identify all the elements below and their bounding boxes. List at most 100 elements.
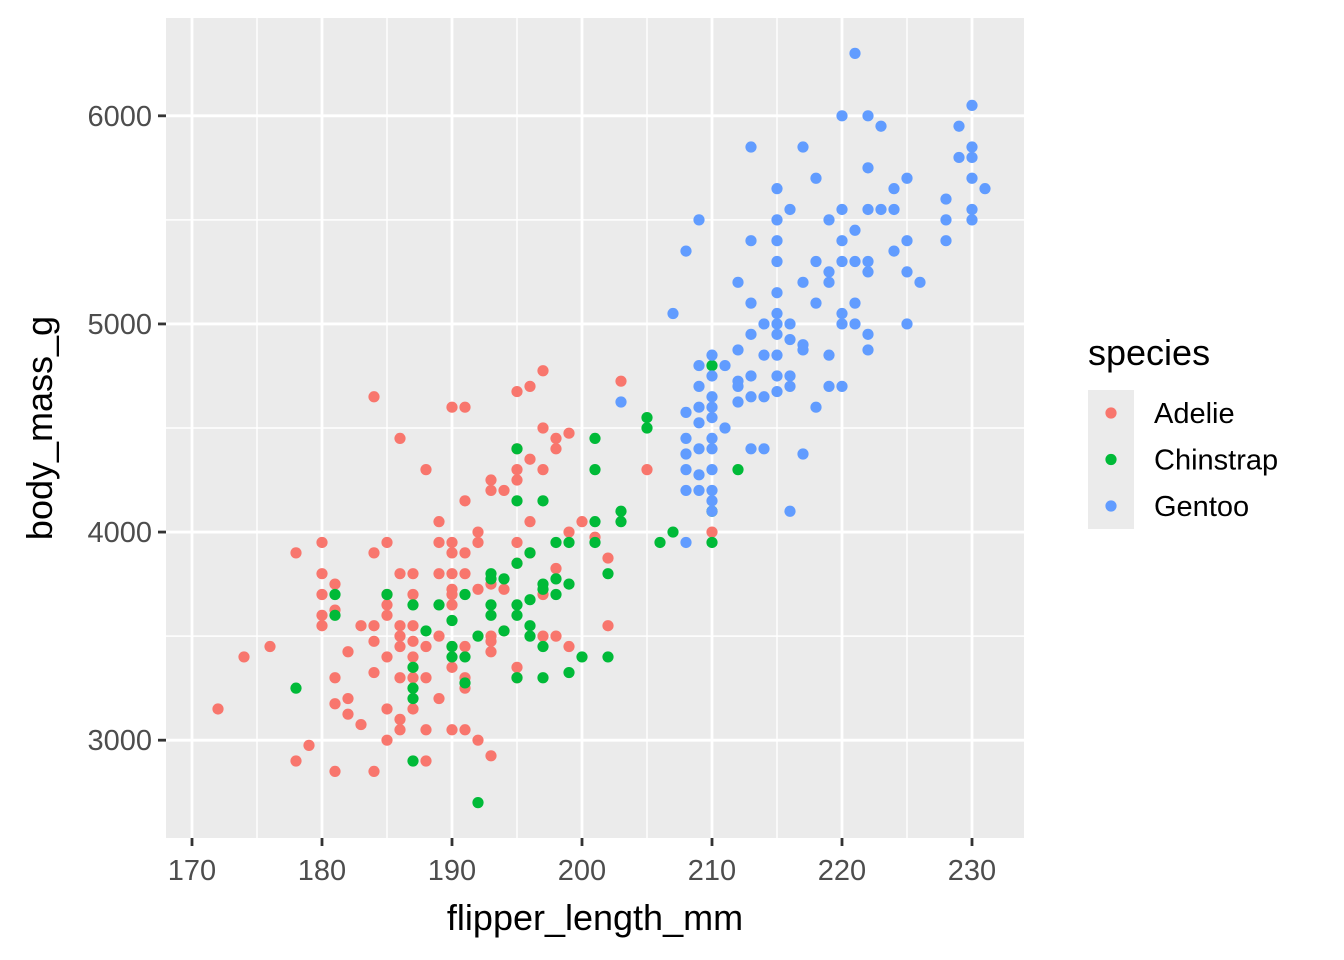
data-point-chinstrap [732, 464, 744, 476]
data-point-adelie [459, 495, 471, 507]
data-point-adelie [407, 568, 419, 580]
data-point-gentoo [745, 141, 757, 153]
legend-key-adelie [1105, 407, 1117, 419]
data-point-chinstrap [407, 755, 419, 767]
data-point-adelie [368, 765, 380, 778]
data-point-adelie [459, 401, 471, 413]
data-point-adelie [394, 620, 406, 632]
data-point-gentoo [693, 214, 705, 226]
data-point-adelie [342, 692, 354, 705]
data-point-chinstrap [589, 536, 601, 549]
data-point-adelie [576, 516, 588, 528]
data-point-adelie [394, 724, 406, 736]
x-tick-label: 230 [948, 855, 996, 887]
data-point-gentoo [745, 235, 757, 247]
data-point-adelie [498, 583, 510, 595]
data-point-chinstrap [563, 536, 575, 549]
legend-label-adelie: Adelie [1154, 398, 1235, 430]
data-point-adelie [407, 588, 419, 601]
data-point-gentoo [966, 141, 978, 153]
data-point-adelie [342, 708, 354, 720]
data-point-adelie [433, 536, 445, 549]
data-point-adelie [446, 401, 458, 413]
data-point-gentoo [940, 214, 952, 226]
data-point-adelie [264, 640, 276, 653]
data-point-adelie [433, 630, 445, 642]
data-point-adelie [433, 516, 445, 528]
data-point-gentoo [823, 214, 835, 226]
data-point-gentoo [745, 443, 757, 455]
data-point-adelie [511, 661, 523, 673]
data-point-adelie [407, 651, 419, 663]
data-point-adelie [303, 739, 315, 751]
data-point-gentoo [784, 318, 796, 330]
data-point-adelie [329, 765, 341, 778]
legend-key-chinstrap [1105, 453, 1117, 466]
data-point-chinstrap [446, 614, 458, 627]
data-point-adelie [394, 713, 406, 725]
data-point-chinstrap [589, 464, 601, 476]
data-point-gentoo [693, 401, 705, 413]
data-point-gentoo [693, 443, 705, 455]
data-point-chinstrap [381, 588, 393, 601]
data-point-gentoo [680, 245, 692, 257]
data-point-chinstrap [329, 609, 341, 621]
data-point-gentoo [836, 380, 848, 392]
data-point-adelie [524, 380, 536, 392]
data-point-gentoo [797, 448, 809, 460]
data-point-adelie [238, 651, 250, 663]
data-point-chinstrap [550, 536, 562, 549]
data-point-gentoo [784, 380, 796, 392]
data-point-gentoo [888, 203, 900, 216]
x-tick-label: 210 [688, 855, 736, 887]
data-point-gentoo [771, 183, 783, 195]
x-tick-label: 180 [298, 855, 346, 887]
data-point-gentoo [862, 203, 874, 216]
data-point-gentoo [706, 443, 718, 455]
data-point-gentoo [680, 406, 692, 418]
data-point-adelie [420, 755, 432, 767]
data-point-adelie [511, 474, 523, 486]
data-point-adelie [342, 646, 354, 658]
data-point-adelie [472, 526, 484, 538]
data-point-chinstrap [472, 797, 484, 809]
data-point-gentoo [758, 318, 770, 330]
data-point-adelie [329, 578, 341, 590]
data-point-adelie [446, 536, 458, 549]
data-point-gentoo [706, 401, 718, 413]
data-point-gentoo [719, 359, 731, 372]
data-point-gentoo [797, 141, 809, 153]
data-point-adelie [407, 620, 419, 632]
data-point-adelie [329, 698, 341, 710]
data-point-gentoo [706, 391, 718, 403]
x-tick-label: 200 [558, 855, 606, 887]
data-point-adelie [381, 703, 393, 715]
data-point-chinstrap [524, 620, 536, 632]
data-point-chinstrap [563, 578, 575, 590]
data-point-gentoo [849, 224, 861, 236]
data-point-chinstrap [550, 573, 562, 585]
data-point-chinstrap [511, 495, 523, 507]
data-point-gentoo [862, 162, 874, 174]
x-tick-label: 220 [818, 855, 866, 887]
data-point-gentoo [732, 344, 744, 356]
data-point-adelie [420, 724, 432, 736]
data-point-gentoo [745, 370, 757, 382]
data-point-gentoo [784, 203, 796, 216]
data-point-gentoo [953, 120, 965, 132]
data-point-gentoo [901, 235, 913, 247]
data-point-chinstrap [641, 422, 653, 434]
data-point-gentoo [706, 464, 718, 476]
data-point-chinstrap [524, 547, 536, 559]
data-point-gentoo [706, 370, 718, 382]
data-point-adelie [394, 672, 406, 684]
data-point-gentoo [693, 469, 705, 481]
data-point-gentoo [680, 432, 692, 445]
data-point-adelie [290, 755, 302, 767]
data-point-adelie [446, 568, 458, 580]
data-point-chinstrap [498, 625, 510, 637]
data-point-gentoo [784, 333, 796, 346]
data-point-gentoo [862, 328, 874, 340]
data-point-adelie [537, 464, 549, 476]
